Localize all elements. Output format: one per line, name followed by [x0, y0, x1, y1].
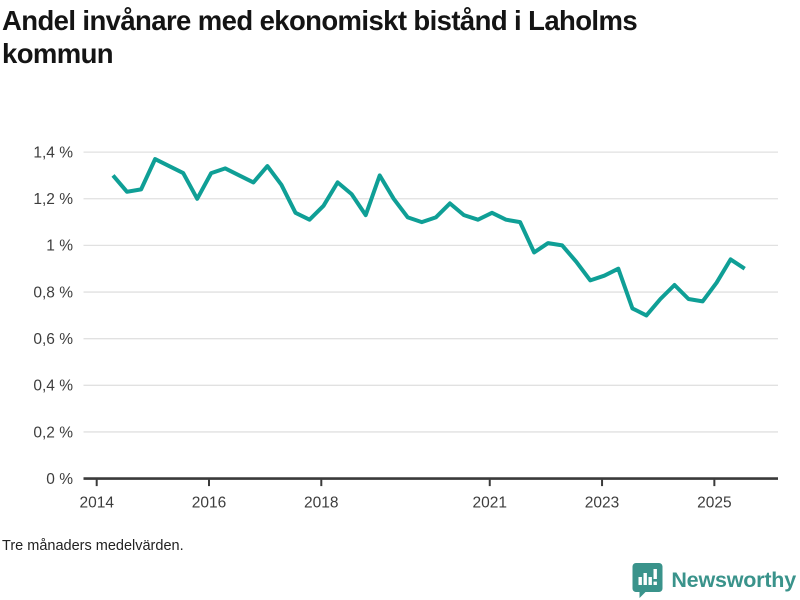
y-axis-tick-label: 1,2 %: [33, 191, 73, 208]
x-axis-tick-label: 2016: [192, 495, 226, 512]
y-axis-tick-label: 0,2 %: [33, 424, 73, 441]
x-axis-tick-label: 2014: [79, 495, 114, 512]
chart-footnote: Tre månaders medelvärden.: [2, 538, 184, 554]
y-axis-tick-label: 0,6 %: [33, 331, 73, 348]
x-axis-tick-label: 2025: [697, 495, 731, 512]
newsworthy-logo-text: Newsworthy: [671, 567, 796, 592]
data-line: [111, 157, 746, 318]
newsworthy-chart-bubble-icon: [632, 563, 663, 598]
y-axis-tick-label: 0 %: [46, 471, 73, 488]
y-axis-tick-label: 0,8 %: [33, 284, 73, 301]
x-axis-tick-label: 2018: [304, 495, 338, 512]
x-axis-tick-label: 2023: [585, 495, 619, 512]
x-axis-tick-label: 2021: [473, 495, 507, 512]
page-title: Andel invånare med ekonomiskt bistånd i …: [2, 5, 638, 69]
y-axis-tick-label: 1 %: [46, 238, 73, 255]
newsworthy-logo[interactable]: Newsworthy: [632, 562, 796, 598]
y-axis-tick-label: 0,4 %: [33, 378, 73, 395]
y-axis-tick-label: 1,4 %: [33, 144, 73, 161]
